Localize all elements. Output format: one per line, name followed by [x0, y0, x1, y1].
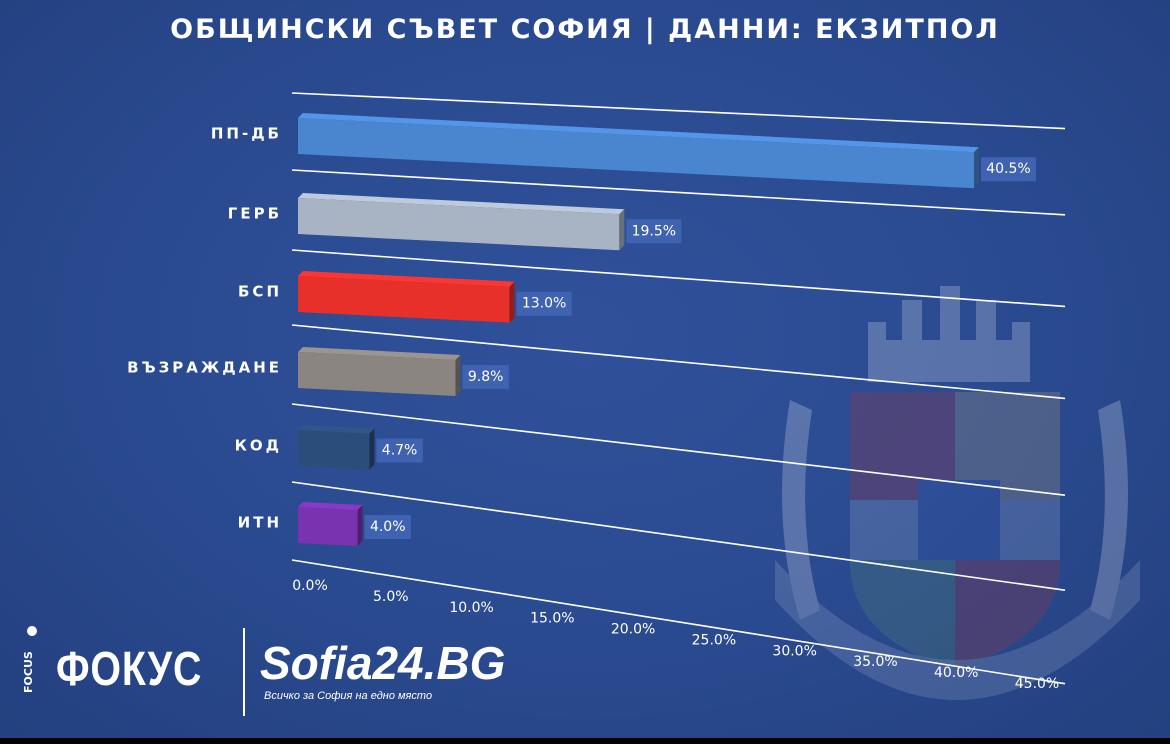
- focus-logo: ФОКУС: [56, 643, 203, 696]
- gridline: [291, 481, 1066, 592]
- bar: [298, 430, 370, 470]
- logo-divider: [243, 628, 245, 716]
- value-label-box: [462, 364, 509, 389]
- bar-end: [455, 354, 461, 396]
- focus-dot-icon: [27, 626, 37, 636]
- x-tick-label: 15.0%: [530, 611, 574, 627]
- bar-top: [298, 425, 375, 434]
- category-label: ГЕРБ: [228, 205, 282, 223]
- category-labels: ПП-ДБ ГЕРБ БСП ВЪЗРАЖДАНЕ КОД ИТН: [127, 125, 282, 532]
- bar-end: [509, 281, 515, 323]
- value-label-box: [364, 515, 411, 540]
- sofia-coat-of-arms-watermark: [775, 286, 1140, 700]
- logos: FOCUS ФОКУС Sofia24.BG Всичко за София н…: [22, 622, 542, 722]
- bar: [298, 352, 456, 396]
- bar-end: [357, 505, 363, 547]
- value-label: 40.5%: [986, 161, 1030, 177]
- bar: [298, 507, 358, 547]
- bar-end: [619, 209, 625, 251]
- bar-top: [298, 113, 979, 153]
- gridline: [291, 92, 1066, 130]
- x-tick-label: 0.0%: [292, 578, 328, 594]
- bar-top: [298, 502, 363, 511]
- focus-small-label: FOCUS: [22, 651, 35, 693]
- x-tick-label: 5.0%: [373, 589, 409, 605]
- x-tick-label: 45.0%: [1015, 676, 1059, 692]
- value-label-box: [516, 291, 572, 316]
- x-axis-ticks: 0.0% 5.0% 10.0% 15.0% 20.0% 25.0% 30.0% 35.0% 40…: [292, 578, 1059, 692]
- value-label: 13.0%: [522, 296, 566, 312]
- x-tick-label: 25.0%: [692, 632, 736, 648]
- value-label-box: [981, 157, 1036, 182]
- chart-title: ОБЩИНСКИ СЪВЕТ СОФИЯ | ДАННИ: ЕКЗИТПОЛ: [170, 14, 1000, 45]
- bar-top: [298, 193, 625, 215]
- bar-end: [974, 147, 979, 189]
- bar: [298, 118, 974, 189]
- category-label: ИТН: [238, 514, 282, 532]
- value-labels: 40.5% 19.5% 13.0% 9.8% 4.7% 4.0%: [364, 157, 1036, 540]
- category-label: ПП-ДБ: [211, 125, 282, 143]
- gridline: [291, 403, 1066, 497]
- x-tick-label: 30.0%: [772, 643, 816, 659]
- category-label: БСП: [238, 283, 282, 301]
- bars: [298, 113, 979, 547]
- bar-end: [369, 428, 375, 470]
- x-tick-label: 20.0%: [611, 622, 655, 638]
- sofia24-logo: Sofia24.BG: [260, 637, 506, 689]
- gridline: [291, 324, 1066, 400]
- x-tick-label: 10.0%: [449, 600, 493, 616]
- value-label: 9.8%: [468, 369, 504, 385]
- value-label-box: [376, 438, 423, 463]
- value-label: 19.5%: [632, 223, 676, 239]
- value-label: 4.7%: [382, 443, 418, 459]
- bar: [298, 276, 510, 323]
- x-tick-label: 35.0%: [853, 654, 897, 670]
- gridline: [291, 559, 1066, 685]
- bar: [298, 198, 620, 251]
- bar-top: [298, 271, 515, 287]
- gridline: [291, 169, 1066, 216]
- gridline: [291, 249, 1066, 308]
- sofia24-tagline: Всичко за София на едно място: [264, 690, 433, 702]
- category-label: КОД: [235, 437, 282, 455]
- x-tick-label: 40.0%: [934, 665, 978, 681]
- category-label: ВЪЗРАЖДАНЕ: [127, 359, 282, 377]
- value-label: 4.0%: [370, 519, 406, 535]
- gridlines: [291, 92, 1066, 685]
- value-label-box: [626, 219, 682, 244]
- bar-top: [298, 347, 461, 360]
